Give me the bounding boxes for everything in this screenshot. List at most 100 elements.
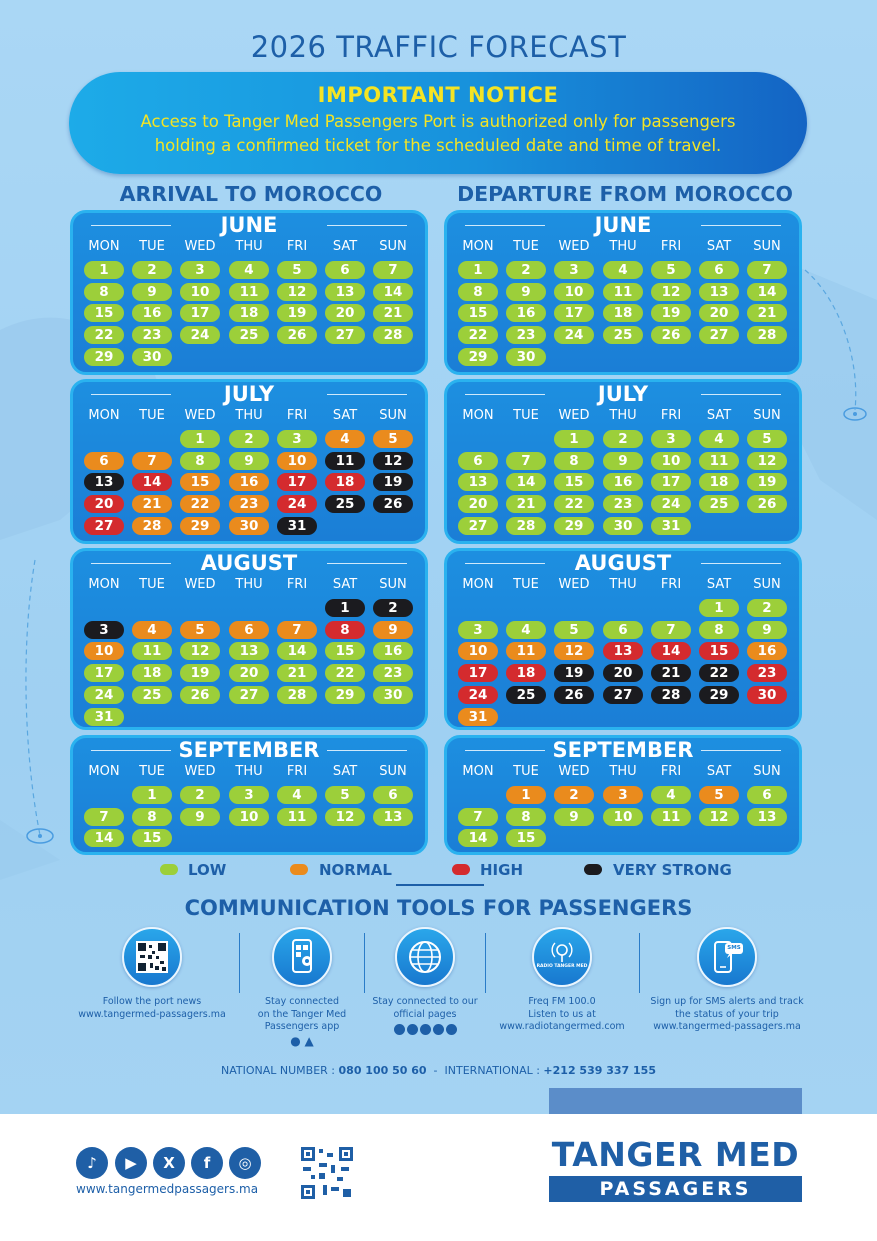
youtube-icon[interactable]: ▶ (115, 1147, 147, 1179)
tool-sms-alerts-url[interactable]: www.tangermed-passagers.ma (653, 1021, 801, 1032)
weekday-label: TUE (513, 577, 539, 592)
weekday-label: SAT (706, 239, 732, 254)
day-pill: 8 (699, 620, 739, 639)
title-rule (327, 563, 407, 564)
tool-port-news[interactable]: Follow the port news www.tangermed-passa… (66, 927, 238, 1021)
day-pill: 17 (554, 304, 594, 323)
title-rule (701, 563, 781, 564)
tool-sms-alerts[interactable]: SMS Sign up for SMS alerts and track the… (640, 927, 814, 1034)
day-pill: 22 (84, 326, 124, 345)
weekday-label: MON (88, 764, 120, 779)
weekday-label: SUN (379, 408, 407, 423)
day-pill: 6 (458, 451, 498, 470)
weekday-label: MON (88, 577, 120, 592)
day-pill: 14 (373, 282, 413, 301)
day-pill: 8 (84, 282, 124, 301)
day-pill: 2 (229, 430, 269, 448)
day-pill: 27 (699, 326, 739, 345)
day-pill: 5 (699, 786, 739, 804)
day-pill: 7 (651, 620, 691, 639)
day-pill: 13 (325, 282, 365, 301)
facebook-icon[interactable]: f (191, 1147, 223, 1179)
day-pill: 6 (84, 451, 124, 470)
tool-port-news-url[interactable]: www.tangermed-passagers.ma (78, 1008, 226, 1020)
day-pill: 31 (458, 707, 498, 726)
day-pill: 20 (603, 664, 643, 683)
tool-official-pages[interactable]: Stay connected to our official pages (365, 927, 485, 1040)
title-rule (465, 394, 545, 395)
weekday-label: SAT (706, 408, 732, 423)
day-pill: 3 (603, 786, 643, 804)
day-pill: 13 (373, 807, 413, 826)
weekday-label: SUN (753, 239, 781, 254)
weekday-label: TUE (139, 408, 165, 423)
day-pill: 1 (554, 430, 594, 448)
footer-website[interactable]: www.tangermedpassagers.ma (76, 1182, 259, 1196)
day-pill: 2 (180, 786, 220, 804)
day-pill: 14 (747, 282, 787, 301)
day-pill: 4 (325, 430, 365, 448)
day-pill: 23 (603, 495, 643, 514)
separator (364, 933, 365, 993)
national-number[interactable]: 080 100 50 60 (338, 1064, 427, 1077)
tiktok-icon[interactable] (445, 1024, 457, 1035)
day-pill: 27 (84, 516, 124, 535)
twitter-icon[interactable] (432, 1024, 444, 1035)
facebook-icon[interactable] (393, 1024, 405, 1035)
day-pill: 10 (229, 807, 269, 826)
tool-mobile-app[interactable]: Stay connected on the Tanger Med Passeng… (240, 927, 364, 1047)
day-pill: 30 (373, 685, 413, 704)
day-pill: 9 (747, 620, 787, 639)
tool-radio-url[interactable]: www.radiotangermed.com (499, 1021, 625, 1032)
day-pill: 7 (458, 807, 498, 826)
android-icon[interactable]: ▲ (304, 1033, 314, 1048)
legend-high-label: HIGH (480, 861, 524, 879)
social-mini-icons (365, 1024, 485, 1040)
weekday-label: TUE (513, 408, 539, 423)
day-pill: 4 (651, 786, 691, 804)
title-rule (91, 563, 171, 564)
day-pill: 20 (84, 495, 124, 514)
title-rule (327, 225, 407, 226)
title-rule (91, 225, 171, 226)
day-pill: 12 (277, 282, 317, 301)
day-pill: 16 (132, 304, 172, 323)
day-pill: 10 (180, 282, 220, 301)
title-rule (465, 750, 545, 751)
important-notice: IMPORTANT NOTICE Access to Tanger Med Pa… (69, 72, 807, 174)
day-pill: 22 (699, 664, 739, 683)
day-pill: 1 (180, 430, 220, 448)
tool-radio[interactable]: RADIO TANGER MED Freq FM 100.0 Listen to… (486, 927, 638, 1034)
x-icon[interactable]: X (153, 1147, 185, 1179)
day-pill: 16 (747, 642, 787, 661)
weekday-label: TUE (513, 764, 539, 779)
day-pill: 26 (747, 495, 787, 514)
weekday-label: THU (235, 764, 263, 779)
day-pill: 30 (506, 347, 546, 366)
instagram-icon[interactable] (406, 1024, 418, 1035)
normal-swatch (290, 864, 308, 875)
day-pill: 28 (651, 685, 691, 704)
tiktok-icon[interactable]: ♪ (76, 1147, 108, 1179)
weekday-label: THU (609, 239, 637, 254)
instagram-icon[interactable]: ◎ (229, 1147, 261, 1179)
day-pill: 5 (180, 620, 220, 639)
day-pill: 5 (277, 261, 317, 279)
day-pill: 29 (325, 685, 365, 704)
day-pill: 20 (699, 304, 739, 323)
day-pill: 30 (132, 347, 172, 366)
footer-qr-code-icon[interactable] (299, 1145, 355, 1201)
day-pill: 5 (554, 620, 594, 639)
weekday-label: MON (462, 239, 494, 254)
international-number[interactable]: +212 539 337 155 (543, 1064, 656, 1077)
day-pill: 19 (180, 664, 220, 683)
weekday-label: MON (88, 408, 120, 423)
weekday-label: TUE (139, 239, 165, 254)
weekday-label: SAT (706, 577, 732, 592)
weekday-label: SUN (753, 764, 781, 779)
day-pill: 9 (373, 620, 413, 639)
apple-icon[interactable]: ● (290, 1033, 301, 1048)
day-pill: 15 (554, 473, 594, 492)
youtube-icon[interactable] (419, 1024, 431, 1035)
day-pill: 8 (554, 451, 594, 470)
